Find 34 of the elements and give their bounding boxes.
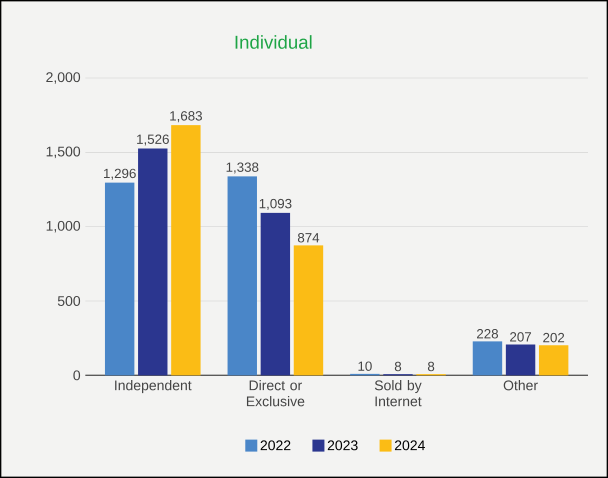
y-tick-label: 2,000 [46,72,80,84]
data-label: 10 [358,361,372,371]
data-label: 1,338 [226,162,258,174]
legend-label: 2023 [328,440,358,450]
data-label: 202 [543,332,564,342]
y-tick-label: 1,500 [46,146,80,158]
data-label: 228 [477,329,498,338]
bar [294,245,324,376]
y-tick-label: 500 [58,296,80,306]
data-label: 1,093 [260,198,292,210]
legend-label: 2022 [260,440,290,450]
bar [104,182,134,376]
data-label: 207 [510,332,532,342]
bar [506,344,536,376]
x-tick-label: Other [504,380,538,390]
x-tick-label: Direct or Exclusive [246,380,304,406]
data-label: 1,683 [170,111,202,122]
bar [138,148,168,376]
bar [171,125,201,376]
data-label: 8 [428,362,434,372]
chart-title: Individual [236,35,312,49]
bar [228,176,257,376]
y-tick-label: 1,000 [46,220,80,232]
data-label: 1,526 [137,134,169,146]
bar [538,345,568,376]
legend-label: 2024 [394,440,425,450]
x-tick-label: Sold by Internet [374,380,422,406]
x-tick-label: Independent [115,380,192,394]
data-label: 8 [394,362,402,372]
y-tick-label: 0 [73,370,80,380]
bar [472,341,502,376]
data-label: 874 [298,233,320,242]
data-label: 1,296 [104,168,136,180]
bar [260,212,290,376]
